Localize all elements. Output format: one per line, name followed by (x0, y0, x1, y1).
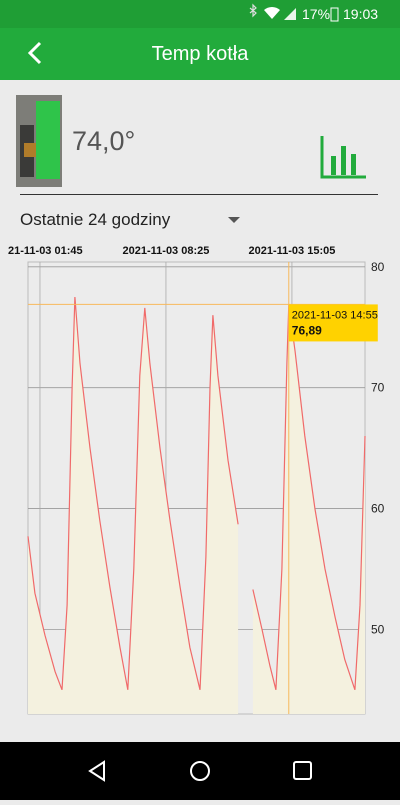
tooltip-value: 76,89 (292, 323, 322, 337)
navigation-bar (0, 742, 400, 800)
tooltip-time: 2021-11-03 14:55 (292, 309, 378, 321)
nav-home[interactable] (190, 761, 210, 781)
x-tick-label: 2021-11-03 15:05 (249, 245, 336, 257)
nav-recents[interactable] (293, 761, 312, 780)
line (27, 296, 239, 691)
chart-button[interactable] (320, 134, 368, 180)
area (252, 304, 365, 714)
battery-text: 17% (302, 6, 331, 22)
clock: 19:03 (343, 6, 379, 22)
current-temperature: 74,0° (72, 126, 136, 156)
area (28, 297, 239, 714)
nav-back[interactable] (88, 760, 105, 782)
app-bar: Temp kotła (0, 28, 400, 80)
bluetooth-icon (249, 3, 257, 18)
boiler-image (16, 95, 62, 187)
y-tick-label: 80 (371, 260, 385, 274)
back-button[interactable] (22, 39, 52, 69)
signal-icon (284, 8, 296, 20)
x-tick-label: 21-11-03 01:45 (8, 245, 83, 257)
y-tick-label: 60 (371, 502, 385, 516)
wifi-icon (264, 6, 280, 19)
status-icons (249, 3, 339, 22)
battery-icon (330, 7, 339, 22)
y-tick-label: 70 (371, 381, 385, 395)
dropdown-arrow[interactable] (227, 215, 241, 225)
screen-title: Temp kotła (151, 43, 249, 65)
line (252, 304, 366, 690)
status-bar: 17% 19:03 (0, 0, 400, 28)
chart: 50 60 70 80 21-11-03 01:45 2021-11-03 08:25 20… (8, 245, 385, 715)
divider (20, 194, 378, 195)
period-dropdown[interactable]: Ostatnie 24 godziny (20, 210, 171, 229)
x-tick-label: 2021-11-03 08:25 (123, 245, 210, 257)
y-tick-label: 50 (371, 622, 385, 636)
tooltip-box (288, 304, 378, 342)
nav-buttons (88, 760, 312, 782)
